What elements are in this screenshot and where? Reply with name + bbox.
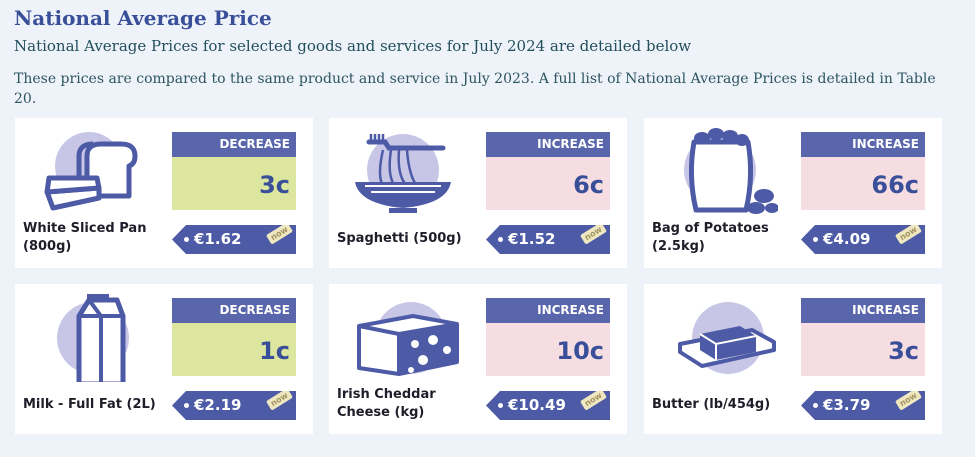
cheese-icon bbox=[353, 292, 463, 382]
page-description: These prices are compared to the same pr… bbox=[14, 71, 936, 107]
product-name: Spaghetti (500g) bbox=[337, 231, 462, 246]
spaghetti-icon bbox=[353, 126, 463, 216]
tag-hole bbox=[184, 403, 189, 408]
product-name: Bag of Potatoes (2.5kg) bbox=[652, 221, 769, 254]
price-tag: €1.52 now bbox=[486, 225, 610, 254]
product-card-milk: Milk - Full Fat (2L) DECREASE 1c €2.19 n… bbox=[15, 284, 313, 434]
change-direction-label: DECREASE bbox=[172, 298, 296, 323]
tag-hole bbox=[498, 403, 503, 408]
change-amount: 10c bbox=[486, 323, 610, 376]
change-amount: 6c bbox=[486, 157, 610, 210]
price-tag: €3.79 now bbox=[801, 391, 925, 420]
tag-hole bbox=[498, 237, 503, 242]
current-price: €10.49 bbox=[508, 396, 566, 414]
product-name: Milk - Full Fat (2L) bbox=[23, 397, 156, 412]
change-amount: 66c bbox=[801, 157, 925, 210]
change-direction-label: INCREASE bbox=[486, 132, 610, 157]
page-subtitle: National Average Prices for selected goo… bbox=[14, 37, 692, 55]
product-card-butter: Butter (lb/454g) INCREASE 3c €3.79 now bbox=[644, 284, 942, 434]
change-amount: 3c bbox=[801, 323, 925, 376]
now-badge: now bbox=[580, 391, 608, 411]
milk-carton-icon bbox=[39, 292, 149, 387]
current-price: €1.62 bbox=[194, 230, 242, 248]
change-direction-label: INCREASE bbox=[486, 298, 610, 323]
now-badge: now bbox=[580, 225, 608, 245]
price-tag: €10.49 now bbox=[486, 391, 610, 420]
product-card-bread: White Sliced Pan (800g) DECREASE 3c €1.6… bbox=[15, 118, 313, 268]
product-name: Irish Cheddar Cheese (kg) bbox=[337, 387, 436, 420]
tag-hole bbox=[184, 237, 189, 242]
current-price: €2.19 bbox=[194, 396, 242, 414]
current-price: €1.52 bbox=[508, 230, 556, 248]
product-card-cheese: Irish Cheddar Cheese (kg) INCREASE 10c €… bbox=[329, 284, 627, 434]
change-direction-label: INCREASE bbox=[801, 132, 925, 157]
now-badge: now bbox=[895, 225, 923, 245]
product-name: Butter (lb/454g) bbox=[652, 397, 771, 412]
price-tag: €2.19 now bbox=[172, 391, 296, 420]
now-badge: now bbox=[266, 225, 294, 245]
now-badge: now bbox=[895, 391, 923, 411]
current-price: €4.09 bbox=[823, 230, 871, 248]
change-amount: 1c bbox=[172, 323, 296, 376]
change-direction-label: INCREASE bbox=[801, 298, 925, 323]
product-card-potatoes: Bag of Potatoes (2.5kg) INCREASE 66c €4.… bbox=[644, 118, 942, 268]
potato-bag-icon bbox=[668, 126, 779, 216]
bread-icon bbox=[39, 126, 149, 216]
product-card-spaghetti: Spaghetti (500g) INCREASE 6c €1.52 now bbox=[329, 118, 627, 268]
product-name: White Sliced Pan (800g) bbox=[23, 221, 147, 254]
price-tag: €1.62 now bbox=[172, 225, 296, 254]
page-title: National Average Price bbox=[14, 6, 272, 30]
butter-icon bbox=[668, 292, 778, 382]
change-amount: 3c bbox=[172, 157, 296, 210]
tag-hole bbox=[813, 403, 818, 408]
now-badge: now bbox=[266, 391, 294, 411]
change-direction-label: DECREASE bbox=[172, 132, 296, 157]
price-tag: €4.09 now bbox=[801, 225, 925, 254]
current-price: €3.79 bbox=[823, 396, 871, 414]
tag-hole bbox=[813, 237, 818, 242]
